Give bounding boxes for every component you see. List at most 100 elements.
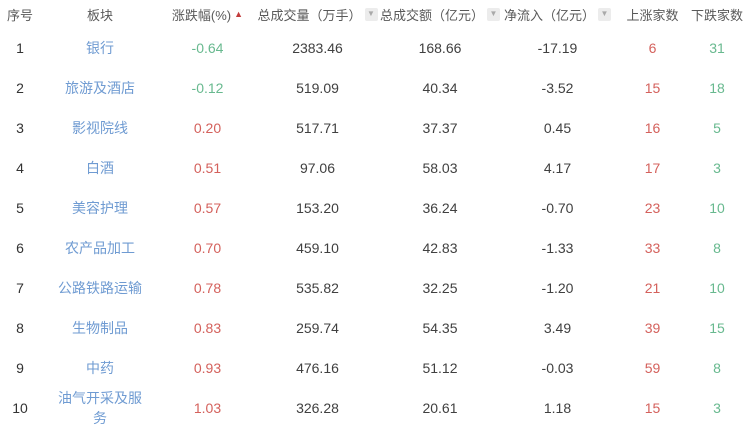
cell-net-inflow: -0.70 <box>541 200 574 216</box>
table-row[interactable]: 9 中药 0.93 476.16 51.12 -0.03 59 8 <box>0 348 744 388</box>
cell-serial-number: 1 <box>16 40 24 56</box>
cell-net-inflow: -1.33 <box>541 240 574 256</box>
cell-advancers-count: 33 <box>644 240 661 256</box>
column-header-label: 板块 <box>86 7 113 23</box>
cell-total-turnover: 37.37 <box>422 120 458 136</box>
cell-decliners-count: 18 <box>709 80 725 96</box>
column-header-index[interactable]: 序号 <box>0 5 40 24</box>
cell-net-inflow: -3.52 <box>541 80 574 96</box>
cell-net-inflow: -1.20 <box>541 280 574 296</box>
cell-advancers-count: 15 <box>644 80 661 96</box>
cell-change-percent: -0.12 <box>191 80 224 96</box>
cell-total-turnover: 168.66 <box>418 40 462 56</box>
sector-rank-table: 序号 板块 涨跌幅(%) ▲ 总成交量（万手） ▼ 总成交额（亿元） ▼ 净流入… <box>0 0 744 428</box>
column-header-label: 序号 <box>6 7 33 23</box>
column-header-down[interactable]: 下跌家数 <box>690 5 744 24</box>
column-header-label: 上涨家数 <box>626 7 679 23</box>
table-row[interactable]: 6 农产品加工 0.70 459.10 42.83 -1.33 33 8 <box>0 228 744 268</box>
cell-net-inflow: 1.18 <box>543 400 572 416</box>
column-header-sector[interactable]: 板块 <box>40 5 160 24</box>
sector-link[interactable]: 中药 <box>86 360 114 376</box>
column-header-up[interactable]: 上涨家数 <box>615 5 690 24</box>
table-row[interactable]: 5 美容护理 0.57 153.20 36.24 -0.70 23 10 <box>0 188 744 228</box>
cell-total-volume: 153.20 <box>296 200 339 216</box>
cell-serial-number: 6 <box>16 240 24 256</box>
sector-link[interactable]: 生物制品 <box>72 320 128 336</box>
cell-net-inflow: 0.45 <box>543 120 572 136</box>
cell-total-turnover: 54.35 <box>422 320 458 336</box>
cell-decliners-count: 10 <box>709 200 725 216</box>
cell-decliners-count: 8 <box>713 240 721 256</box>
cell-decliners-count: 3 <box>713 400 721 416</box>
column-header-volume[interactable]: 总成交量（万手） ▼ <box>255 5 380 24</box>
sector-link[interactable]: 影视院线 <box>72 120 128 136</box>
cell-change-percent: 0.83 <box>193 320 222 336</box>
cell-advancers-count: 6 <box>648 40 657 56</box>
cell-decliners-count: 8 <box>713 360 721 376</box>
column-header-turnover[interactable]: 总成交额（亿元） ▼ <box>380 5 500 24</box>
sector-link[interactable]: 旅游及酒店 <box>65 80 135 96</box>
sector-link[interactable]: 银行 <box>86 40 114 56</box>
column-header-label: 下跌家数 <box>690 7 743 23</box>
cell-advancers-count: 23 <box>644 200 661 216</box>
cell-change-percent: 0.20 <box>193 120 222 136</box>
cell-serial-number: 8 <box>16 320 24 336</box>
cell-total-turnover: 36.24 <box>422 200 458 216</box>
cell-total-volume: 97.06 <box>299 160 336 176</box>
cell-total-volume: 459.10 <box>296 240 339 256</box>
cell-total-turnover: 32.25 <box>422 280 458 296</box>
cell-decliners-count: 15 <box>709 320 725 336</box>
sector-link[interactable]: 白酒 <box>86 160 114 176</box>
cell-decliners-count: 10 <box>709 280 725 296</box>
cell-total-volume: 326.28 <box>296 400 339 416</box>
cell-total-turnover: 40.34 <box>422 80 458 96</box>
cell-change-percent: -0.64 <box>191 40 224 56</box>
cell-total-volume: 519.09 <box>296 80 339 96</box>
cell-change-percent: 1.03 <box>193 400 222 416</box>
cell-change-percent: 0.70 <box>193 240 222 256</box>
cell-net-inflow: -0.03 <box>541 360 574 376</box>
table-row[interactable]: 3 影视院线 0.20 517.71 37.37 0.45 16 5 <box>0 108 744 148</box>
column-header-inflow[interactable]: 净流入（亿元） ▼ <box>500 5 615 24</box>
column-header-label: 净流入（亿元） <box>503 7 595 23</box>
cell-serial-number: 2 <box>16 80 24 96</box>
table-row[interactable]: 2 旅游及酒店 -0.12 519.09 40.34 -3.52 15 18 <box>0 68 744 108</box>
cell-advancers-count: 21 <box>644 280 661 296</box>
cell-advancers-count: 59 <box>644 360 661 376</box>
cell-net-inflow: -17.19 <box>537 40 578 56</box>
cell-serial-number: 4 <box>16 160 24 176</box>
cell-advancers-count: 17 <box>644 160 661 176</box>
sector-link[interactable]: 油气开采及服务 <box>58 390 142 426</box>
cell-decliners-count: 31 <box>709 40 725 56</box>
cell-change-percent: 0.78 <box>193 280 222 296</box>
cell-total-volume: 476.16 <box>296 360 339 376</box>
cell-serial-number: 5 <box>16 200 24 216</box>
cell-serial-number: 10 <box>12 400 28 416</box>
table-header-row: 序号 板块 涨跌幅(%) ▲ 总成交量（万手） ▼ 总成交额（亿元） ▼ 净流入… <box>0 0 744 28</box>
cell-serial-number: 9 <box>16 360 24 376</box>
cell-decliners-count: 3 <box>713 160 721 176</box>
sort-asc-icon: ▲ <box>234 8 244 19</box>
column-header-label: 总成交额（亿元） <box>380 7 485 23</box>
table-row[interactable]: 1 银行 -0.64 2383.46 168.66 -17.19 6 31 <box>0 28 744 68</box>
column-header-change[interactable]: 涨跌幅(%) ▲ <box>160 5 255 24</box>
cell-total-volume: 2383.46 <box>292 40 343 56</box>
cell-serial-number: 3 <box>16 120 24 136</box>
table-row[interactable]: 8 生物制品 0.83 259.74 54.35 3.49 39 15 <box>0 308 744 348</box>
cell-total-turnover: 42.83 <box>422 240 458 256</box>
cell-advancers-count: 39 <box>644 320 661 336</box>
sector-link[interactable]: 公路铁路运输 <box>58 280 142 296</box>
cell-total-volume: 517.71 <box>296 120 339 136</box>
cell-net-inflow: 3.49 <box>543 320 572 336</box>
sort-desc-icon: ▼ <box>598 7 611 21</box>
cell-advancers-count: 16 <box>644 120 661 136</box>
table-row[interactable]: 10 油气开采及服务 1.03 326.28 20.61 1.18 15 3 <box>0 388 744 428</box>
sector-link[interactable]: 农产品加工 <box>65 240 135 256</box>
cell-total-volume: 535.82 <box>296 280 339 296</box>
table-body: 1 银行 -0.64 2383.46 168.66 -17.19 6 31 2 … <box>0 28 744 428</box>
sector-link[interactable]: 美容护理 <box>72 200 128 216</box>
cell-change-percent: 0.51 <box>193 160 222 176</box>
table-row[interactable]: 7 公路铁路运输 0.78 535.82 32.25 -1.20 21 10 <box>0 268 744 308</box>
table-row[interactable]: 4 白酒 0.51 97.06 58.03 4.17 17 3 <box>0 148 744 188</box>
cell-total-volume: 259.74 <box>296 320 339 336</box>
